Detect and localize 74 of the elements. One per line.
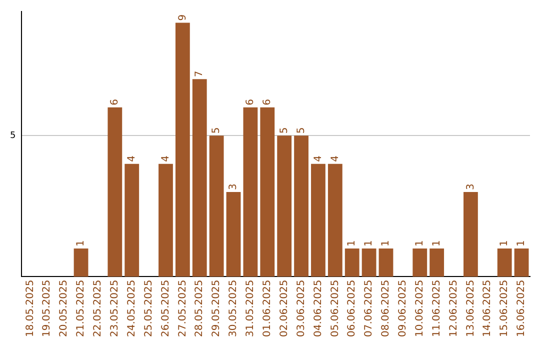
data-label: 4	[160, 155, 172, 162]
data-label: 5	[211, 127, 222, 134]
data-label: 7	[194, 70, 206, 78]
data-label: 4	[312, 155, 324, 162]
bar	[108, 107, 122, 277]
data-label: 1	[76, 240, 87, 247]
bar	[124, 164, 140, 277]
x-tick-label: 09.06.2025	[398, 280, 409, 338]
bar	[430, 248, 444, 277]
bar	[514, 248, 529, 277]
bar	[260, 107, 275, 277]
x-tick-label: 02.06.2025	[278, 280, 290, 338]
x-tick-label: 15.06.2025	[499, 280, 510, 338]
x-tick-label: 24.05.2025	[126, 280, 138, 338]
data-label: 5	[296, 127, 307, 134]
x-tick-label: 20.05.2025	[58, 280, 70, 338]
bar	[378, 248, 394, 277]
bar	[192, 79, 207, 277]
x-tick-label: 01.06.2025	[262, 280, 273, 338]
x-tick-label: 18.05.2025	[24, 280, 36, 338]
x-tick-label: 29.05.2025	[211, 280, 222, 338]
bar	[344, 248, 360, 277]
data-label: 5	[278, 127, 290, 134]
x-tick-label: 26.05.2025	[160, 280, 172, 338]
x-tick-label: 30.05.2025	[228, 280, 240, 338]
data-label: 1	[380, 240, 392, 247]
x-tick-label: 19.05.2025	[42, 280, 53, 338]
bar	[412, 248, 428, 277]
bar	[362, 248, 376, 277]
x-tick-label: 25.05.2025	[143, 280, 154, 338]
x-tick-label: 08.06.2025	[380, 280, 392, 338]
x-tick-label: 21.05.2025	[76, 280, 87, 338]
data-label: 1	[499, 240, 510, 247]
bar	[74, 248, 88, 277]
bar	[497, 248, 512, 277]
bar	[277, 136, 292, 277]
data-label: 3	[228, 184, 240, 190]
bar	[158, 164, 173, 277]
bar	[209, 136, 224, 277]
x-tick-label: 13.06.2025	[465, 280, 476, 338]
bar	[294, 136, 308, 277]
x-tick-label: 22.05.2025	[92, 280, 104, 338]
bar	[311, 164, 326, 277]
x-tick-label: 12.06.2025	[448, 280, 460, 338]
data-label: 4	[330, 155, 341, 162]
x-tick-label: 10.06.2025	[414, 280, 426, 338]
data-label: 9	[177, 14, 188, 21]
bar	[464, 192, 478, 277]
x-tick-label: 03.06.2025	[296, 280, 307, 338]
x-tick-label: 28.05.2025	[194, 280, 206, 338]
x-tick-label: 04.06.2025	[312, 280, 324, 338]
bar	[243, 107, 258, 277]
x-tick-label: 11.06.2025	[431, 280, 442, 338]
bar	[226, 192, 241, 277]
bar	[328, 164, 342, 277]
bar	[175, 22, 190, 277]
data-label: 1	[431, 240, 442, 247]
data-label: 1	[346, 240, 358, 247]
x-tick-label: 27.05.2025	[177, 280, 188, 338]
x-tick-label: 05.06.2025	[330, 280, 341, 338]
x-tick-label: 14.06.2025	[482, 280, 494, 338]
x-tick-label: 07.06.2025	[364, 280, 375, 338]
x-tick-label: 16.06.2025	[516, 280, 528, 338]
x-tick-label: 31.05.2025	[245, 280, 256, 338]
data-label: 6	[262, 99, 273, 106]
data-label: 1	[414, 240, 426, 247]
x-tick-label: 06.06.2025	[346, 280, 358, 338]
x-tick-label: 23.05.2025	[110, 280, 121, 338]
data-label: 1	[364, 240, 375, 247]
data-label: 1	[516, 240, 528, 247]
data-label: 6	[110, 99, 121, 106]
data-label: 6	[245, 99, 256, 106]
data-label: 4	[126, 155, 138, 162]
data-label: 3	[465, 184, 476, 190]
